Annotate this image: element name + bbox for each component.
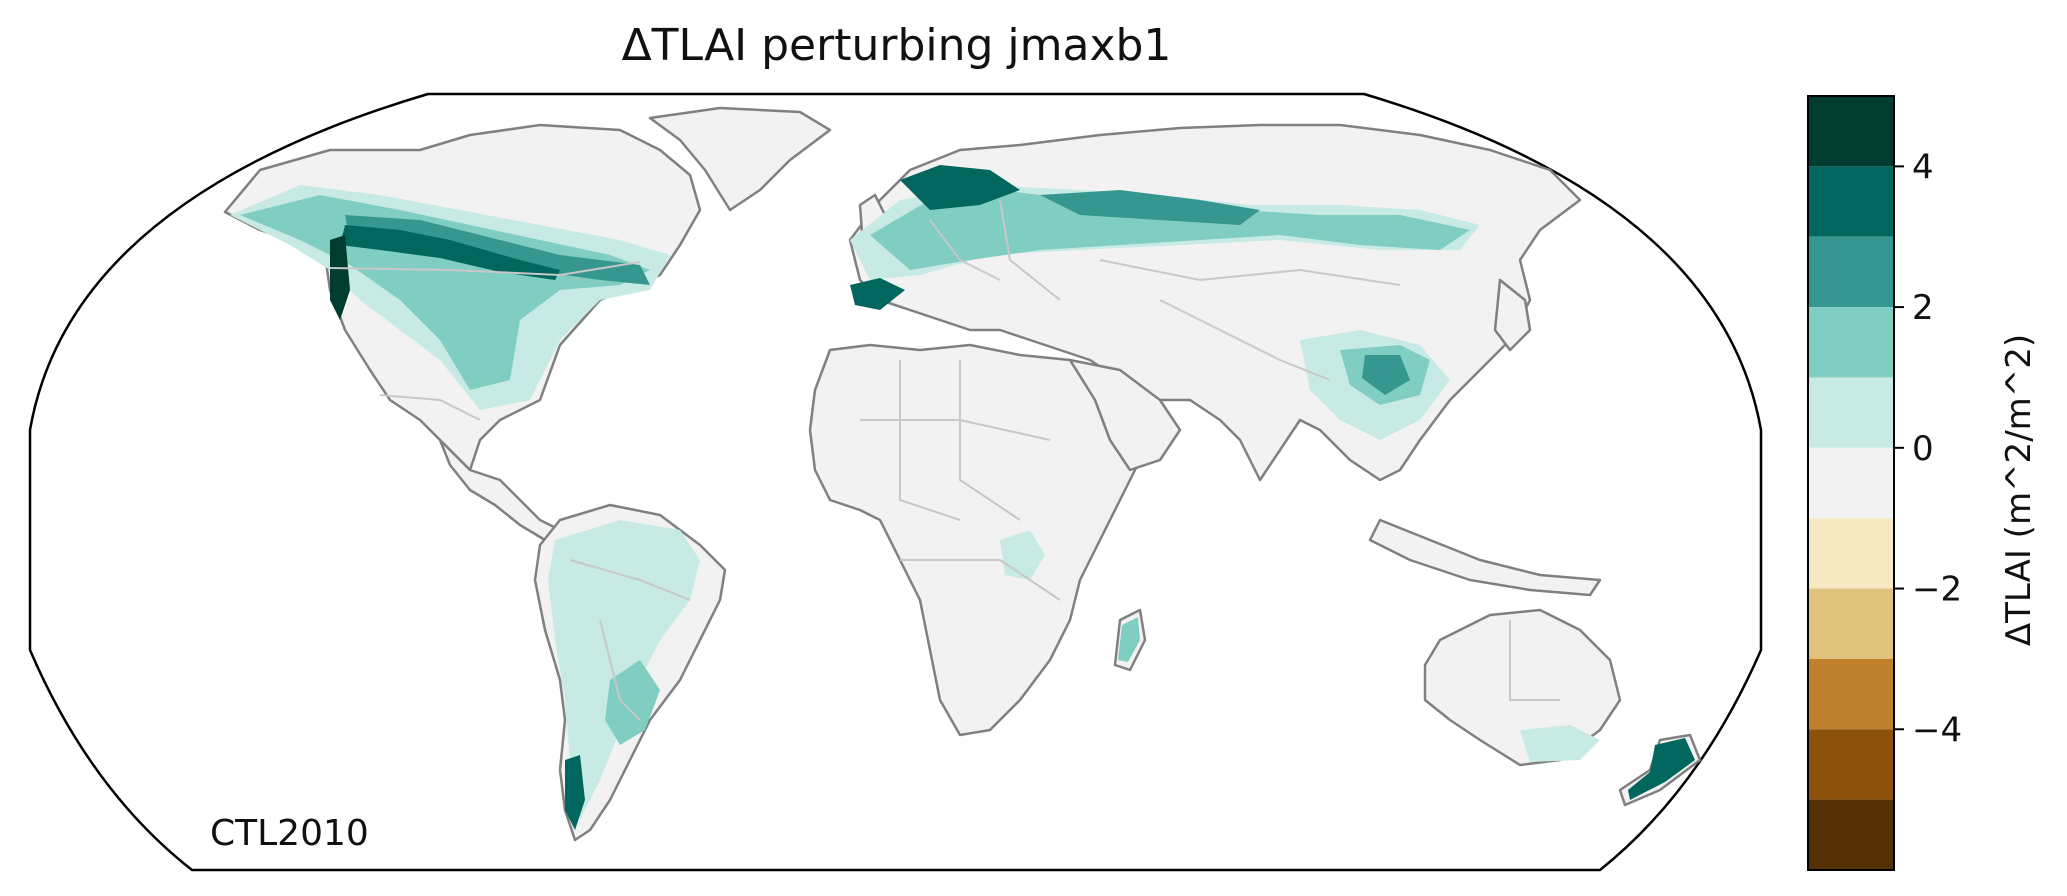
anomaly-nz-dark (1628, 738, 1695, 800)
anomaly-eu-mid (870, 190, 1470, 270)
africa-land (808, 343, 1142, 737)
colorbar-bin (1808, 307, 1894, 378)
anomaly-na-dark (345, 215, 650, 285)
anomaly-west-coast-dark (330, 235, 350, 320)
anomaly-madagascar-mid (1118, 617, 1140, 662)
colorbar-frame (1807, 95, 1895, 871)
anomaly-sa-tip-dark (565, 755, 585, 830)
anomaly-sa-light (548, 520, 700, 820)
border-europe-1 (929, 219, 1001, 281)
colorbar-tick-label: 4 (1912, 147, 1934, 187)
anomaly-china-dark (1362, 355, 1410, 395)
colorbar-bin (1808, 447, 1894, 519)
colorbar-bin (1808, 518, 1894, 589)
border-us-mexico (379, 394, 481, 421)
colorbar-tick-label: 2 (1912, 288, 1934, 328)
border-us-canada (329, 261, 641, 277)
anomaly-sa-mid (605, 660, 660, 745)
colorbar-tick-label: −2 (1912, 570, 1962, 610)
colorbar-bin (1808, 236, 1894, 308)
border-africa-3 (959, 360, 1021, 521)
japan-land (1493, 278, 1532, 352)
border-africa-2 (899, 360, 961, 521)
border-asia-1 (1099, 259, 1401, 286)
border-africa-4 (900, 559, 1061, 601)
border-asia-2 (1159, 299, 1331, 381)
colorbar-bin (1808, 96, 1894, 167)
border-australia (1509, 620, 1560, 701)
colorbar-bin (1808, 588, 1894, 659)
border-sa-1 (569, 559, 691, 601)
greenland-land (648, 106, 832, 212)
colorbar-bin (1808, 377, 1894, 448)
colorbar: 4 2 0 −2 −4 (1807, 95, 1962, 871)
colorbar-bin (1808, 799, 1894, 870)
border-europe-2 (999, 199, 1061, 301)
colorbar-bin (1808, 729, 1894, 800)
colorbar-bin (1808, 166, 1894, 237)
arabia-land (1068, 358, 1182, 472)
colorbar-tick-label: 0 (1912, 429, 1934, 469)
map-panel: CTL2010 (28, 92, 1763, 872)
colorbar-bin (1808, 658, 1894, 730)
anomaly-eu-dark (900, 165, 1020, 210)
anomaly-na-darker (340, 225, 560, 280)
indonesia-land (1368, 518, 1602, 597)
border-sa-2 (599, 619, 641, 721)
colorbar-label: ΔTLAI (m^2/m^2) (1999, 334, 2039, 646)
anomaly-russia-dark (1040, 190, 1260, 225)
anomaly-aus-light (1520, 725, 1600, 762)
anomaly-iberia-dark (850, 278, 905, 310)
borders-layer (329, 199, 1560, 721)
run-label: CTL2010 (210, 813, 369, 854)
map-title: ΔTLAI perturbing jmaxb1 (621, 20, 1172, 71)
colorbar-tick-label: −4 (1912, 710, 1962, 750)
